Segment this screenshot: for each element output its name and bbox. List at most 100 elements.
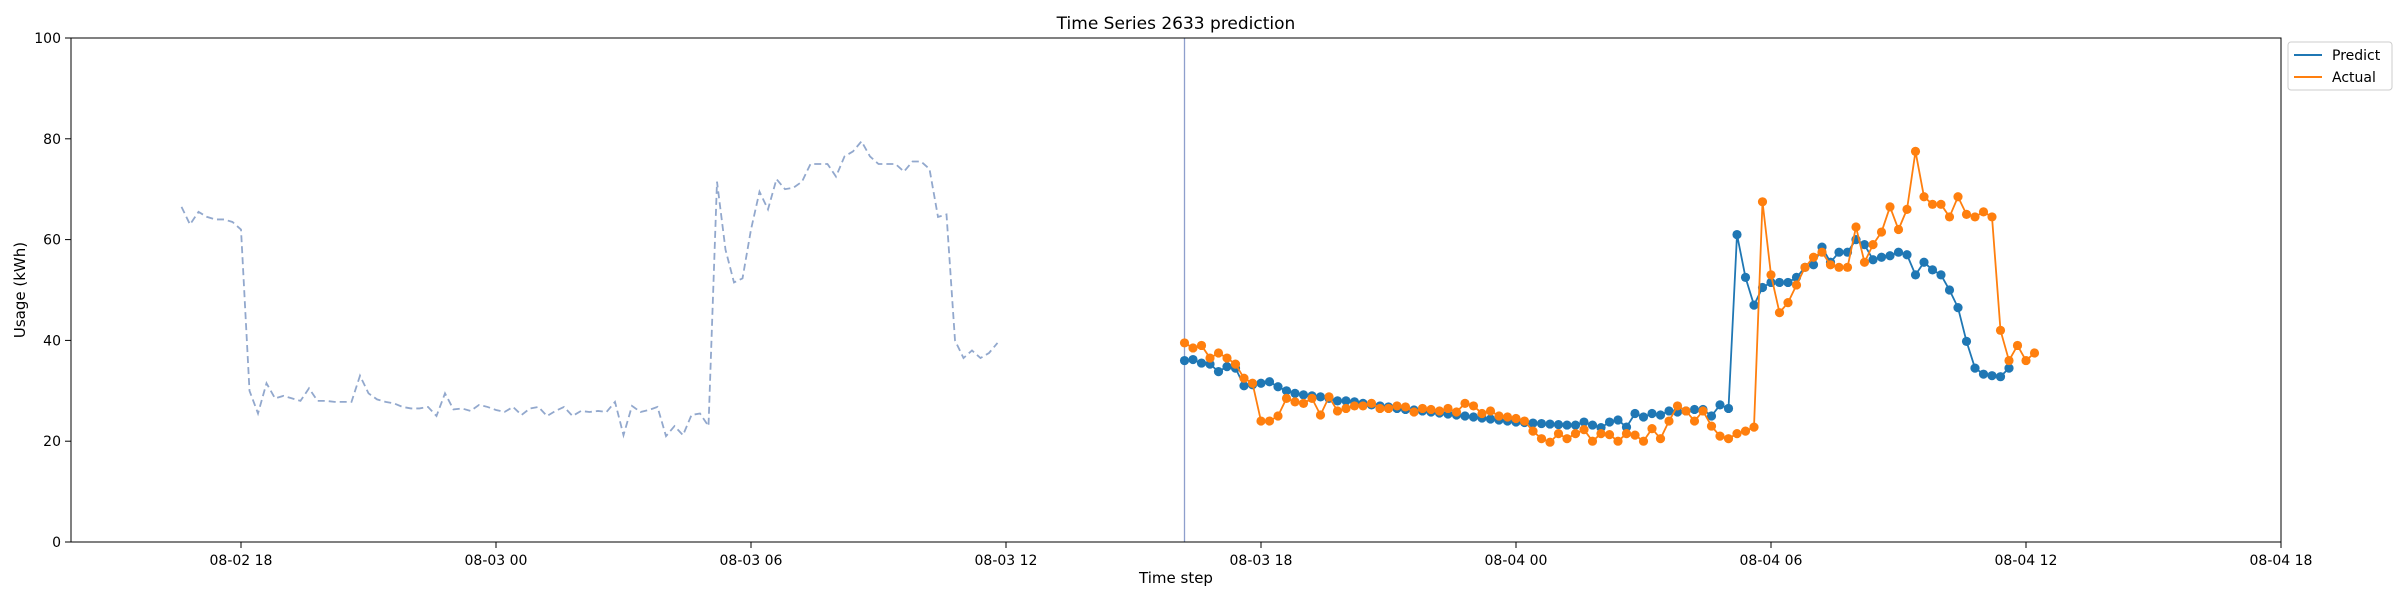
- actual-point: [1774, 308, 1785, 318]
- actual-point: [1315, 410, 1326, 420]
- actual-point: [1910, 146, 1921, 156]
- actual-point: [1273, 411, 1283, 421]
- actual-point: [1400, 402, 1411, 412]
- actual-point: [1213, 348, 1224, 358]
- actual-point: [1383, 403, 1394, 414]
- y-tick-label: 20: [43, 434, 61, 450]
- actual-point: [2004, 355, 2014, 366]
- actual-point: [1749, 422, 1759, 432]
- predict-point: [1970, 363, 1980, 373]
- x-tick-label: 08-04 06: [1740, 553, 1803, 569]
- predict-point: [1545, 419, 1555, 429]
- predict-point: [1341, 396, 1351, 406]
- actual-point: [1817, 247, 1827, 257]
- predict-point: [1298, 390, 1309, 400]
- actual-point: [1587, 436, 1598, 446]
- actual-point: [1893, 224, 1904, 235]
- x-tick-label: 08-04 18: [2250, 553, 2313, 569]
- actual-point: [1392, 401, 1402, 411]
- actual-point: [1706, 421, 1717, 431]
- legend-predict-label: Predict: [2332, 48, 2381, 64]
- actual-point: [1247, 378, 1258, 388]
- predict-point: [1485, 414, 1496, 424]
- plot-area: [180, 38, 2040, 542]
- actual-point: [1842, 262, 1853, 272]
- actual-point: [1434, 406, 1445, 416]
- actual-point: [1885, 202, 1895, 212]
- predict-point: [1961, 336, 1972, 347]
- y-axis: 0 20 40 60 80 100: [34, 31, 71, 551]
- actual-point: [1409, 407, 1419, 417]
- predict-point: [1902, 250, 1912, 260]
- predict-point: [1995, 372, 2006, 382]
- y-tick-label: 0: [52, 535, 61, 551]
- actual-point: [1324, 392, 1334, 402]
- predict-point: [1834, 247, 1844, 257]
- actual-point: [1723, 434, 1734, 444]
- predict-point: [1936, 270, 1946, 280]
- x-tick-label: 08-02 18: [210, 553, 273, 569]
- actual-point: [1570, 429, 1581, 439]
- actual-point: [1349, 401, 1360, 411]
- actual-point: [1715, 431, 1725, 441]
- actual-point: [1604, 430, 1615, 440]
- predict-point: [1808, 260, 1819, 270]
- actual-point: [1196, 340, 1207, 351]
- predict-point: [1978, 369, 1989, 379]
- predict-point: [1468, 412, 1479, 422]
- predict-point: [1987, 371, 1997, 381]
- predict-point: [1689, 404, 1700, 415]
- actual-point: [1689, 416, 1700, 426]
- predict-point: [1953, 303, 1963, 313]
- predict-point: [1553, 419, 1564, 430]
- predict-point: [1876, 252, 1887, 262]
- predict-point: [1621, 422, 1632, 432]
- actual-point: [1944, 212, 1955, 222]
- actual-point: [1528, 426, 1538, 436]
- actual-point: [1655, 434, 1666, 444]
- actual-point: [1426, 404, 1436, 415]
- actual-point: [1188, 343, 1198, 353]
- predict-point: [1927, 265, 1938, 275]
- actual-point: [1460, 398, 1470, 408]
- actual-point: [1239, 373, 1249, 383]
- actual-point: [1205, 353, 1215, 363]
- predict-point: [1188, 354, 1198, 365]
- predict-point: [1706, 411, 1717, 421]
- actual-point: [1851, 222, 1861, 232]
- actual-point: [1961, 209, 1972, 219]
- actual-point: [1502, 412, 1513, 422]
- y-tick-label: 40: [43, 333, 61, 349]
- actual-point: [1562, 434, 1572, 444]
- actual-point: [1596, 429, 1606, 439]
- predict-point: [1655, 410, 1666, 420]
- predict-point: [1273, 382, 1283, 392]
- actual-point: [1791, 280, 1802, 290]
- actual-point: [1825, 260, 1836, 270]
- predict-point: [1315, 392, 1326, 402]
- actual-point: [1953, 192, 1963, 202]
- actual-point: [1868, 240, 1878, 250]
- actual-point: [1766, 270, 1776, 280]
- x-tick-label: 08-03 00: [465, 553, 528, 569]
- predict-point: [1919, 257, 1929, 267]
- actual-point: [1264, 416, 1275, 426]
- actual-point: [2021, 355, 2031, 366]
- actual-point: [1647, 424, 1657, 434]
- predict-point: [1290, 388, 1300, 398]
- predict-point: [1613, 415, 1623, 425]
- x-tick-label: 08-04 00: [1485, 553, 1548, 569]
- predict-point: [1213, 367, 1224, 377]
- actual-point: [1987, 212, 1997, 222]
- plot-frame: [70, 37, 2282, 543]
- actual-point: [1477, 408, 1487, 419]
- legend-actual-label: Actual: [2332, 70, 2376, 86]
- actual-point: [1519, 416, 1530, 426]
- actual-point: [1494, 411, 1504, 421]
- actual-point: [1222, 353, 1232, 363]
- predict-point: [1749, 300, 1759, 310]
- actual-point: [1834, 262, 1844, 272]
- predict-point: [1604, 417, 1615, 427]
- actual-point: [1179, 338, 1190, 348]
- predict-point: [1740, 272, 1751, 282]
